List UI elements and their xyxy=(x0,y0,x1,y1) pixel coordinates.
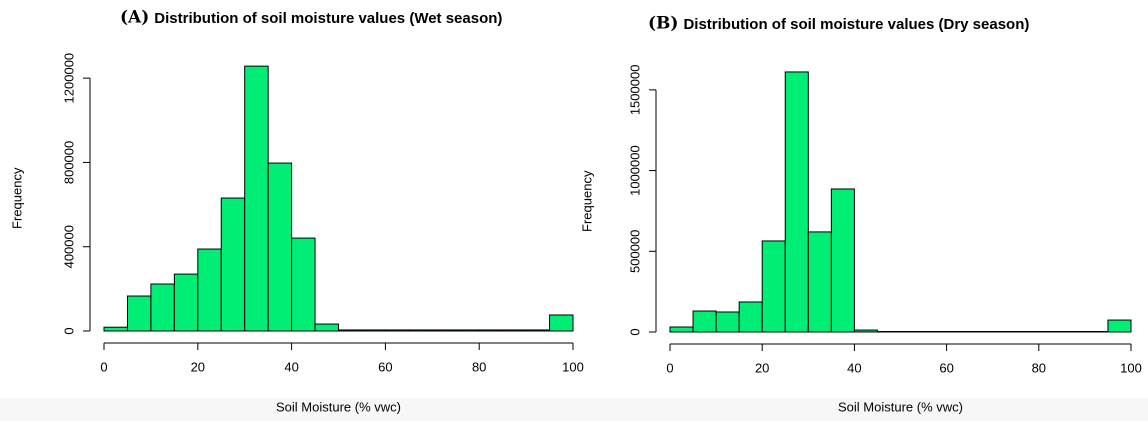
bar xyxy=(197,248,222,332)
x-axis-label: Soil Moisture (% vwc) xyxy=(838,399,963,414)
y-tick-label: 400000 xyxy=(61,225,76,268)
bar xyxy=(502,329,527,332)
bar xyxy=(361,329,386,332)
bar xyxy=(103,326,128,332)
bar xyxy=(384,329,410,332)
y-tick-label: 1500000 xyxy=(627,65,642,116)
bottom-strip xyxy=(0,398,1148,421)
bar xyxy=(478,329,504,332)
bar xyxy=(761,240,786,333)
bar xyxy=(669,326,694,333)
panel-label: (A) xyxy=(120,8,149,28)
y-tick-label: 0 xyxy=(61,327,76,334)
x-tick-label: 80 xyxy=(472,359,486,374)
x-tick-label: 100 xyxy=(562,359,584,374)
y-tick-label: 0 xyxy=(627,328,642,335)
x-tick-label: 40 xyxy=(847,360,861,375)
x-tick-label: 60 xyxy=(939,360,953,375)
x-axis-label: Soil Moisture (% vwc) xyxy=(276,399,401,414)
bar xyxy=(715,311,740,333)
bar xyxy=(220,197,246,332)
y-axis-label: Frequency xyxy=(9,167,24,229)
x-tick-label: 20 xyxy=(191,359,205,374)
bar xyxy=(314,323,339,332)
bar xyxy=(549,314,574,332)
bar xyxy=(525,329,551,332)
y-tick-label: 1000000 xyxy=(627,145,642,196)
bar xyxy=(692,310,717,333)
x-tick-label: 0 xyxy=(100,359,107,374)
x-tick-label: 80 xyxy=(1032,360,1046,375)
bar xyxy=(150,283,175,332)
bar xyxy=(455,329,480,332)
bar xyxy=(853,329,878,333)
bar xyxy=(830,188,855,333)
x-tick-label: 60 xyxy=(378,359,392,374)
x-tick-label: 40 xyxy=(284,359,298,374)
bar xyxy=(338,329,363,332)
panel-label: (B) xyxy=(648,14,678,34)
x-tick-label: 100 xyxy=(1120,360,1142,375)
bar xyxy=(244,65,269,332)
chart-title: Distribution of soil moisture values (Dr… xyxy=(683,16,1029,33)
x-tick-label: 20 xyxy=(755,360,769,375)
bar xyxy=(291,237,316,332)
bar xyxy=(807,231,832,333)
bar xyxy=(408,329,433,332)
y-tick-label: 800000 xyxy=(61,141,76,184)
bar xyxy=(126,295,152,332)
y-axis-label: Frequency xyxy=(579,170,594,232)
x-tick-label: 0 xyxy=(666,360,673,375)
bar xyxy=(738,301,763,333)
bar xyxy=(431,329,457,332)
bar xyxy=(173,273,199,332)
bar xyxy=(784,71,809,333)
y-tick-label: 500000 xyxy=(627,230,642,273)
chart-title: Distribution of soil moisture values (We… xyxy=(154,10,502,27)
y-tick-label: 1200000 xyxy=(61,53,76,104)
bar xyxy=(267,162,293,332)
bar xyxy=(1107,319,1132,333)
